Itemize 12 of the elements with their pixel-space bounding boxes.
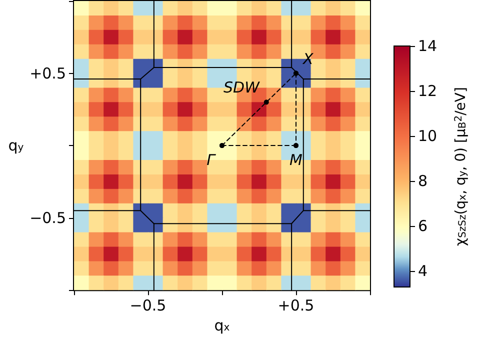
color-bar-label: 14	[418, 37, 438, 55]
annotation: Γ	[206, 151, 217, 170]
color-bar-label: 4	[418, 262, 428, 280]
annotation: SDW	[223, 78, 261, 97]
color-bar-label: 6	[418, 217, 428, 236]
color-bar-label: 12	[418, 82, 438, 100]
y-axis-title: qy	[8, 136, 24, 155]
color-bar-label: 10	[418, 127, 438, 146]
x-axis-title: qx	[214, 316, 230, 334]
text: χSzSz(qx, qy, 0) [μB2/eV]	[453, 87, 469, 246]
annotation: M	[290, 151, 303, 170]
color-bar-label: 8	[418, 172, 428, 190]
